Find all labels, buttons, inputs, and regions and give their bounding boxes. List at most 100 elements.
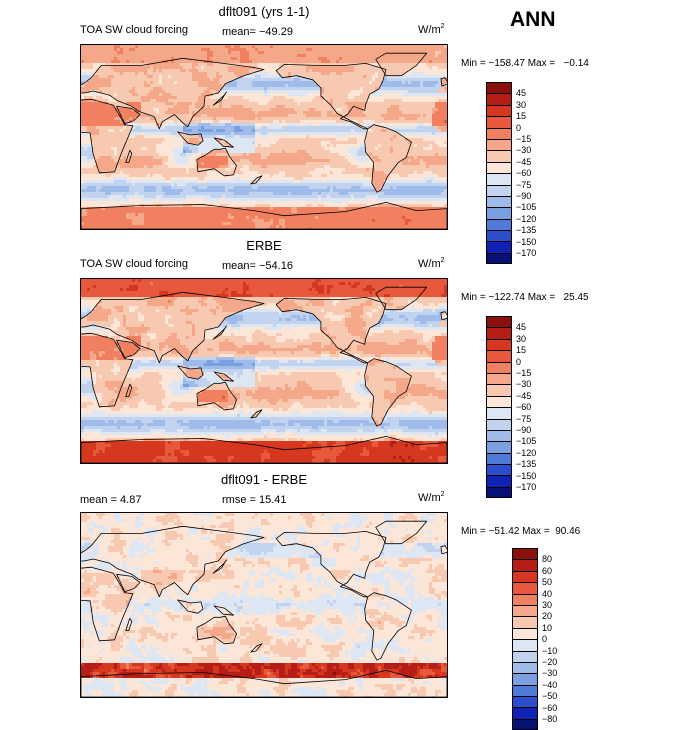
colorbar-swatch: [486, 196, 512, 207]
units-label: W/m2: [418, 492, 445, 504]
colorbar-tick-label: −60: [542, 703, 557, 713]
map-field: [81, 513, 447, 697]
colorbar-tick-label: −30: [516, 379, 531, 389]
colorbar-swatch: [512, 719, 538, 730]
colorbar-swatch: [486, 441, 512, 452]
colorbar-tick-label: 40: [542, 589, 552, 599]
colorbar-swatch: [486, 327, 512, 338]
variable-label: TOA SW cloud forcing: [80, 258, 188, 270]
colorbar-swatch: [512, 548, 538, 559]
mean-value: mean= −54.16: [222, 260, 293, 272]
colorbar-tick-label: −15: [516, 368, 531, 378]
colorbar-tick-label: −135: [516, 459, 536, 469]
panel-title: dflt091 (yrs 1-1): [0, 4, 528, 19]
colorbar-tick-label: −30: [542, 668, 557, 678]
mean-value: mean = 4.87: [80, 494, 141, 506]
colorbar-tick-label: −20: [542, 657, 557, 667]
colorbar-tick-label: 0: [516, 357, 521, 367]
colorbar-swatch: [512, 628, 538, 639]
units-label: W/m2: [418, 24, 445, 36]
colorbar-swatch: [512, 571, 538, 582]
colorbar-tick-label: 10: [542, 623, 552, 633]
colorbar-swatch: [486, 419, 512, 430]
colorbar-tick-label: 0: [516, 123, 521, 133]
colorbar-tick-label: −40: [542, 680, 557, 690]
colorbar-swatch: [486, 207, 512, 218]
colorbar-tick-label: −75: [516, 414, 531, 424]
colorbar-swatch: [512, 651, 538, 662]
colorbar-tick-label: −120: [516, 448, 536, 458]
colorbar-swatch: [512, 696, 538, 707]
colorbar-swatch: [486, 173, 512, 184]
colorbar-swatch: [486, 316, 512, 327]
colorbar-swatch: [486, 384, 512, 395]
colorbar-swatch: [512, 605, 538, 616]
colorbar-swatch: [512, 685, 538, 696]
map-model: [80, 44, 448, 230]
colorbar-tick-label: −105: [516, 436, 536, 446]
colorbar-swatch: [512, 559, 538, 570]
colorbar-swatch: [512, 616, 538, 627]
colorbar-tick-label: 60: [542, 566, 552, 576]
units-label: W/m2: [418, 258, 445, 270]
colorbar-tick-label: −30: [516, 145, 531, 155]
colorbar-tick-label: −60: [516, 402, 531, 412]
colorbar-swatch: [512, 594, 538, 605]
colorbar-swatch: [486, 350, 512, 361]
min-max-label: Min = −158.47 Max = −0.14: [461, 58, 589, 69]
colorbar-swatch: [486, 373, 512, 384]
colorbar-swatch: [486, 139, 512, 150]
colorbar-swatch: [512, 662, 538, 673]
colorbar-swatch: [486, 82, 512, 93]
map-diff: [80, 512, 448, 698]
colorbar-swatch: [486, 150, 512, 161]
colorbar-tick-label: −75: [516, 180, 531, 190]
colorbar-tick-label: 45: [516, 322, 526, 332]
colorbar-tick-label: 0: [542, 634, 547, 644]
colorbar-swatch: [486, 185, 512, 196]
colorbar-swatch: [486, 162, 512, 173]
min-max-label: Min = −51.42 Max = 90.46: [461, 526, 580, 537]
colorbar-tick-label: 50: [542, 577, 552, 587]
colorbar-swatch: [486, 219, 512, 230]
colorbar-tick-label: 15: [516, 111, 526, 121]
colorbar-swatch: [486, 487, 512, 498]
map-field: [81, 45, 447, 229]
colorbar-tick-label: −60: [516, 168, 531, 178]
colorbar-swatch: [512, 707, 538, 718]
colorbar-tick-label: −90: [516, 425, 531, 435]
colorbar-swatch: [486, 362, 512, 373]
colorbar-tick-label: −10: [542, 646, 557, 656]
rmse-value: rmse = 15.41: [222, 494, 287, 506]
colorbar-swatch: [486, 116, 512, 127]
colorbar-swatch: [486, 396, 512, 407]
colorbar: [486, 82, 512, 264]
colorbar-tick-label: −135: [516, 225, 536, 235]
colorbar-swatch: [486, 128, 512, 139]
colorbar-tick-label: 80: [542, 554, 552, 564]
colorbar-tick-label: 30: [516, 100, 526, 110]
panel-title: ERBE: [0, 238, 528, 253]
colorbar: [512, 548, 538, 730]
colorbar-swatch: [486, 407, 512, 418]
variable-label: TOA SW cloud forcing: [80, 24, 188, 36]
colorbar-tick-label: 20: [542, 611, 552, 621]
colorbar-tick-label: −45: [516, 391, 531, 401]
mean-value: mean= −49.29: [222, 26, 293, 38]
colorbar-swatch: [486, 453, 512, 464]
colorbar-tick-label: −120: [516, 214, 536, 224]
min-max-label: Min = −122.74 Max = 25.45: [461, 292, 589, 303]
colorbar-swatch: [486, 93, 512, 104]
colorbar-swatch: [512, 673, 538, 684]
colorbar-tick-label: 30: [542, 600, 552, 610]
colorbar-swatch: [486, 253, 512, 264]
colorbar-tick-label: −45: [516, 157, 531, 167]
colorbar-tick-label: −15: [516, 134, 531, 144]
colorbar-tick-label: −105: [516, 202, 536, 212]
map-field: [81, 279, 447, 463]
colorbar-swatch: [512, 639, 538, 650]
colorbar-tick-label: −90: [516, 191, 531, 201]
map-obs: [80, 278, 448, 464]
colorbar-swatch: [486, 430, 512, 441]
panel-title: dflt091 - ERBE: [0, 472, 528, 487]
